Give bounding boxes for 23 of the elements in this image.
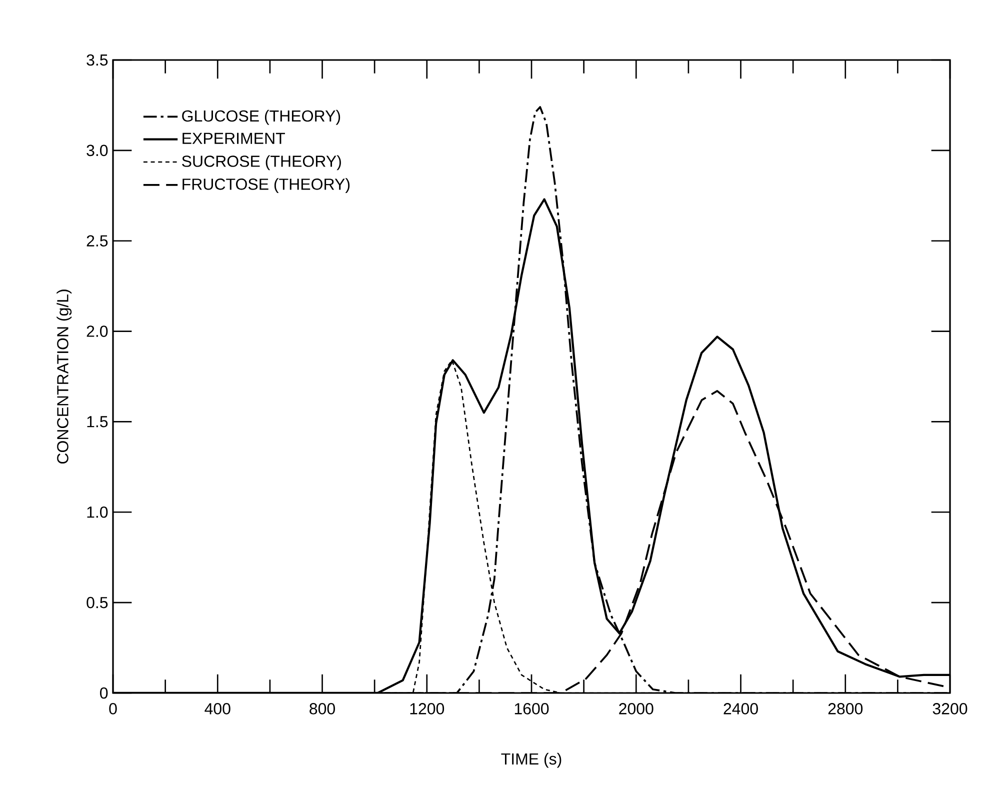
y-tick-label: 0 xyxy=(100,687,108,699)
y-axis-title: CONCENTRATION (g/L) xyxy=(56,290,72,464)
y-tick-label: 2.5 xyxy=(86,235,108,247)
x-tick-label: 800 xyxy=(310,703,335,714)
legend-label: SUCROSE (THEORY) xyxy=(182,155,341,170)
y-tick-label: 1.0 xyxy=(87,506,108,518)
x-tick-label: 1200 xyxy=(410,703,444,714)
x-tick-label: 2400 xyxy=(724,703,758,714)
x-axis-title: TIME (s) xyxy=(501,752,562,768)
y-tick-label: 1.5 xyxy=(87,416,108,428)
legend-label: FRUCTOSE (THEORY) xyxy=(182,178,350,194)
legend-label: GLUCOSE (THEORY) xyxy=(182,110,340,125)
x-tick-label: 1600 xyxy=(514,703,549,714)
x-tick-label: 400 xyxy=(204,703,230,714)
y-tick-label: 3.0 xyxy=(86,144,108,156)
y-tick-label: 0.5 xyxy=(86,596,108,608)
x-tick-label: 0 xyxy=(109,703,117,714)
x-tick-label: 2000 xyxy=(619,703,654,714)
x-tick-label: 2800 xyxy=(828,703,863,714)
y-tick-label: 3.5 xyxy=(86,54,108,66)
x-tick-label: 3200 xyxy=(932,703,968,714)
y-tick-label: 2.0 xyxy=(86,326,108,337)
legend-label: EXPERIMENT xyxy=(182,132,285,144)
